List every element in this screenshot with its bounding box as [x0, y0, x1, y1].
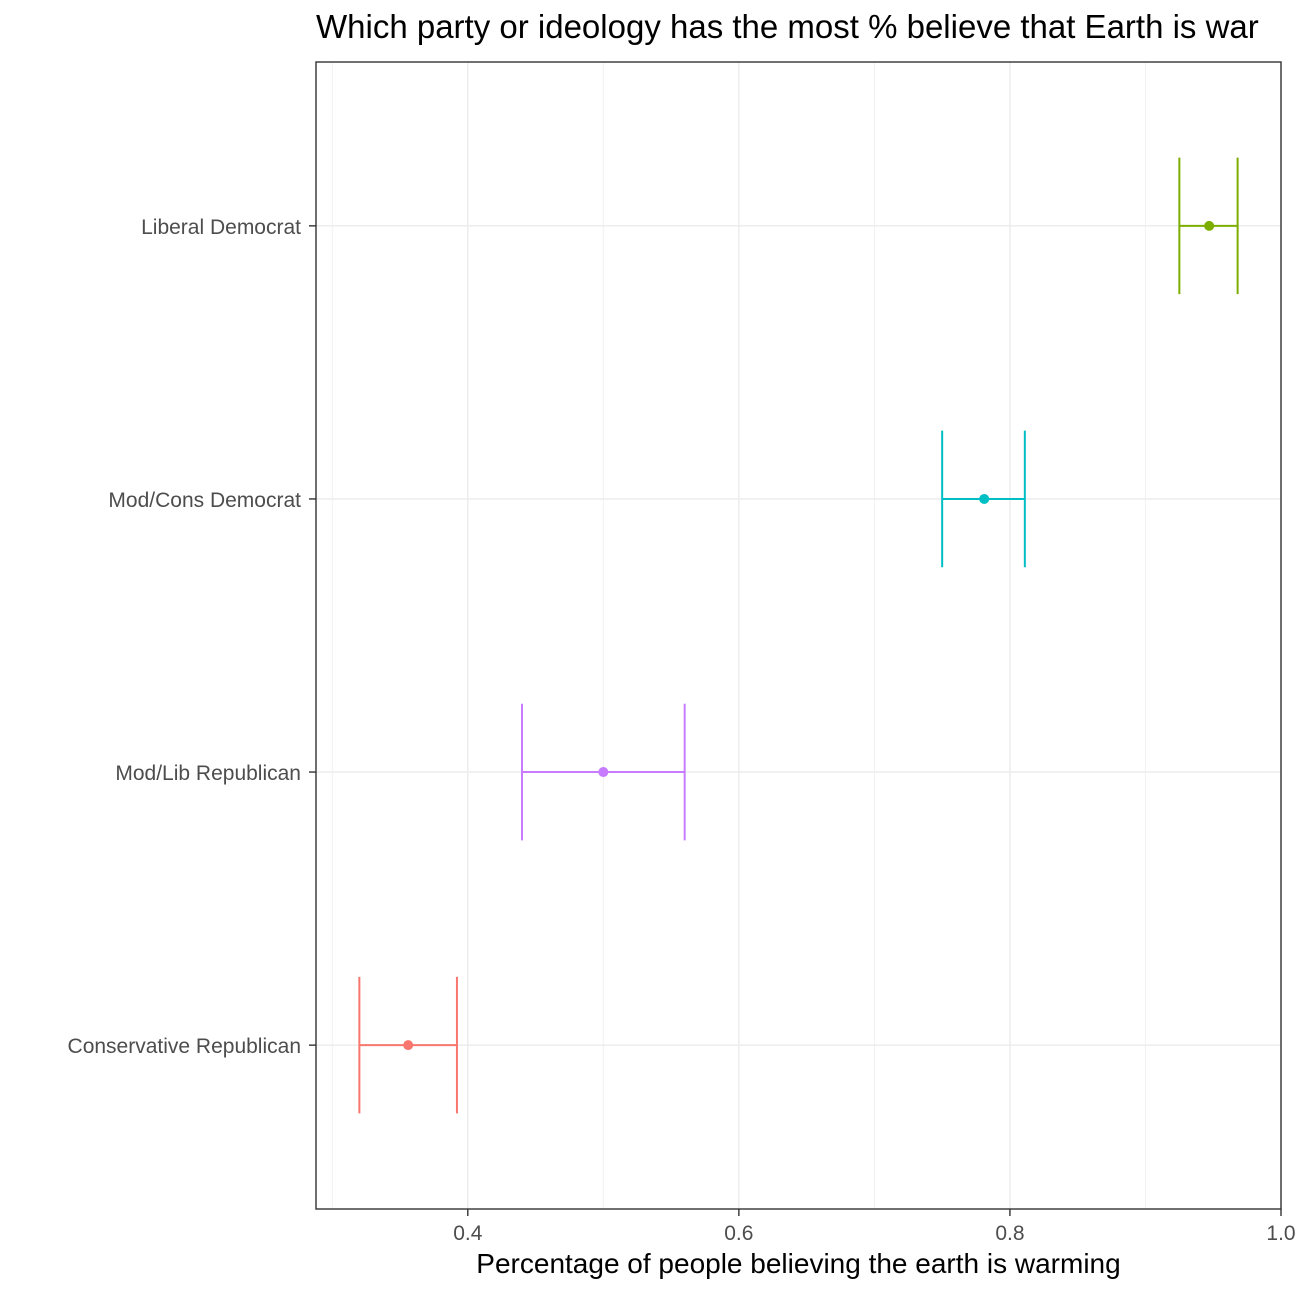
x-tick-label: 0.8 — [995, 1222, 1024, 1245]
mark-layer — [358, 157, 1239, 1114]
y-tick-label: Mod/Lib Republican — [115, 762, 301, 785]
data-point — [979, 493, 990, 504]
x-tick-label: 0.4 — [453, 1222, 483, 1245]
x-axis-title: Percentage of people believing the earth… — [476, 1248, 1121, 1279]
data-point — [1204, 220, 1215, 231]
y-tick-label: Liberal Democrat — [141, 216, 301, 239]
y-tick-label: Conservative Republican — [68, 1035, 301, 1058]
data-point — [403, 1040, 414, 1051]
y-tick-label: Mod/Cons Democrat — [108, 489, 301, 512]
grid-layer — [316, 62, 1282, 1209]
x-tick-label: 1.0 — [1266, 1222, 1295, 1245]
x-tick-label: 0.6 — [724, 1222, 753, 1245]
data-point — [598, 767, 609, 778]
chart-title: Which party or ideology has the most % b… — [316, 8, 1259, 45]
axis-layer: 0.4 0.6 0.8 1.0 Conservative Republican Mod/L… — [68, 216, 1296, 1245]
panel-border — [315, 61, 1282, 1210]
